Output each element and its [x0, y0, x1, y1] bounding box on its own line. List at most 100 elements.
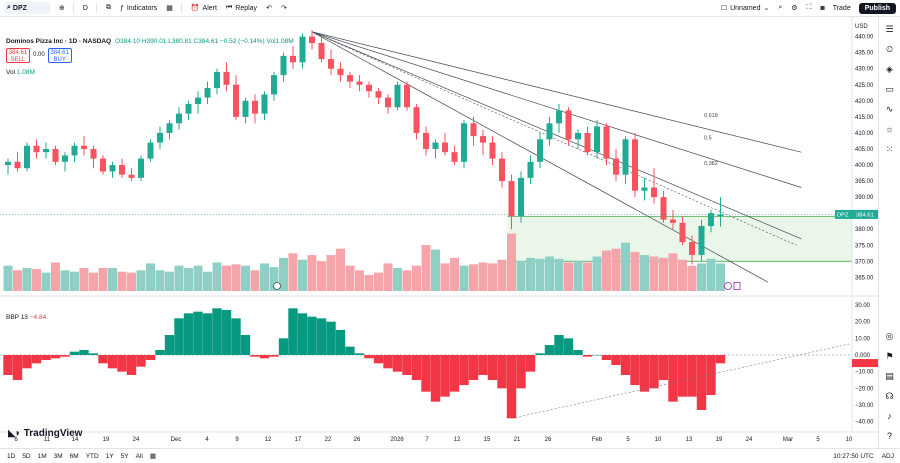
chart-canvas[interactable]: USD440.00435.00430.00425.00420.00415.004… [0, 17, 900, 448]
bbp-tick-label: −10.00 [855, 370, 874, 376]
volume-bar [89, 272, 98, 291]
candle-body [233, 84, 239, 117]
chat-icon[interactable]: ▭ [885, 83, 894, 94]
alerts-clock-icon[interactable]: ⏲ [885, 43, 894, 54]
price-tick-label: 400.00 [855, 163, 874, 169]
range-ytd[interactable]: YTD [85, 452, 99, 460]
bbp-bar [88, 353, 99, 355]
plus-circle-icon[interactable]: ⊕ [59, 5, 65, 12]
help-icon[interactable]: ? [886, 431, 892, 441]
candle-body [290, 55, 296, 63]
volume-bar [469, 264, 478, 291]
interval-button[interactable]: D [82, 4, 88, 12]
vol-label: Vol [6, 69, 16, 76]
volume-bar [507, 233, 516, 291]
redo-icon[interactable]: ↷ [280, 5, 287, 12]
volume-bar [269, 267, 279, 291]
alert-button[interactable]: ⏰ Alert [191, 4, 217, 13]
bbp-bar [478, 355, 488, 375]
notifications-icon[interactable]: ♪ [887, 411, 892, 421]
bbp-bar [354, 353, 365, 355]
fullscreen-icon[interactable]: ⛶ [806, 4, 812, 11]
bbp-bar [231, 318, 241, 355]
volume-bar [431, 249, 440, 291]
date-range-icon[interactable]: ▦ [149, 453, 157, 460]
candle-body [309, 36, 315, 44]
volume-series [3, 233, 725, 291]
volume-bar [336, 248, 345, 291]
range-6m[interactable]: 6M [69, 452, 79, 460]
candle-body [613, 158, 619, 175]
price-tick-label: 380.00 [855, 227, 874, 233]
candle-body [176, 113, 182, 124]
bbp-bar [525, 355, 536, 372]
quick-search-icon[interactable]: ⌕ [778, 4, 783, 11]
camera-icon[interactable]: ◙ [820, 4, 825, 12]
grid-apps-icon[interactable]: ⁙ [885, 143, 894, 154]
time-tick-label: 14 [72, 437, 79, 443]
time-axis[interactable]: 6 11 14 19 24 Dec 4 9 12 17 22 26 2026 7 12 15 21 26 Feb 5 1… [14, 437, 853, 443]
time-tick-label: 9 [235, 437, 239, 443]
bbp-bar [706, 355, 716, 395]
range-1m[interactable]: 1M [37, 452, 47, 460]
calendar-icon[interactable]: ▤ [885, 370, 894, 381]
watchlist-icon[interactable]: ☰ [885, 23, 894, 34]
currency-label: USD [855, 24, 868, 30]
replay-button[interactable]: ⏮ Replay [226, 4, 257, 12]
time-tick-label: 12 [265, 437, 272, 443]
flag-icon[interactable]: ⚑ [885, 350, 894, 361]
bbp-bar [60, 355, 70, 357]
clock-time[interactable]: 10:27:50 UTC [833, 452, 874, 460]
target-icon[interactable]: ◎ [885, 330, 894, 341]
undo-icon[interactable]: ↶ [266, 5, 272, 12]
trendlines[interactable] [311, 31, 802, 283]
layers-icon[interactable]: ◈ [886, 63, 893, 74]
time-tick-label: 10 [655, 437, 662, 443]
range-5d[interactable]: 5D [22, 452, 31, 460]
bbp-bar [639, 355, 650, 392]
candle-body [489, 142, 496, 159]
settings-icon[interactable]: ⚙ [791, 5, 798, 12]
headset-icon[interactable]: ☊ [885, 390, 894, 401]
time-tick-label: 10 [846, 437, 853, 443]
range-1y[interactable]: 1Y [105, 452, 114, 460]
grid-icon[interactable]: ▦ [166, 5, 173, 12]
tradingview-logo[interactable]: ◣◗ TradingView [8, 428, 82, 439]
layout-menu[interactable]: ☐ Unnamed ⌄ [720, 4, 770, 13]
adj-toggle[interactable]: ADJ [881, 452, 894, 460]
pulse-icon[interactable]: ∿ [885, 103, 894, 114]
publish-button[interactable]: Publish [858, 2, 896, 14]
bbp-bar [107, 355, 118, 369]
bbp-axis[interactable]: 30.00 20.00 10.00 0.000 −10.00 −20.00 −30.00 −4… [852, 303, 878, 426]
bbp-bar [3, 355, 13, 375]
candle-body [337, 68, 344, 76]
candles-icon[interactable]: ⧉ [105, 4, 111, 11]
square-icon: ☐ [720, 5, 728, 12]
range-1d[interactable]: 1D [7, 452, 16, 460]
symbol-search[interactable]: ⌕ DPZ [4, 2, 50, 14]
volume-bar [545, 256, 554, 291]
range-5y[interactable]: 5Y [120, 452, 129, 460]
trade-buttons: 384.61 SELL 0.00 384.61 BUY [6, 48, 294, 63]
range-3m[interactable]: 3M [53, 452, 63, 460]
volume-bar [478, 262, 488, 291]
chart-pane[interactable]: USD 440.00 435.00 430.00 425.00 420.00 415.00 4… [0, 17, 900, 448]
volume-legend[interactable]: Vol 1.08M [6, 68, 294, 77]
sell-button[interactable]: 384.61 SELL [6, 48, 30, 63]
range-all[interactable]: All [135, 452, 143, 460]
legend-title-row: Dominos Pizza Inc · 1D · NASDAQ O384.10 … [6, 37, 294, 46]
trade-button[interactable]: Trade [832, 4, 851, 12]
bbp-bar [601, 355, 612, 360]
price-tick-label: 370.00 [855, 259, 874, 265]
bbp-legend[interactable]: BBP 13 −4.84 [6, 314, 46, 321]
indicators-button[interactable]: ƒ Indicators [120, 5, 157, 12]
buy-button[interactable]: 384.61 BUY [47, 48, 72, 63]
volume-bar [51, 262, 60, 291]
bbp-bar [687, 355, 697, 397]
candle-series[interactable] [0, 30, 852, 265]
volume-bar [288, 253, 298, 291]
lightbulb-icon[interactable]: ☼ [885, 124, 894, 134]
candle-body [280, 55, 287, 76]
event-markers[interactable] [273, 282, 741, 290]
bbp-bar [392, 355, 403, 372]
